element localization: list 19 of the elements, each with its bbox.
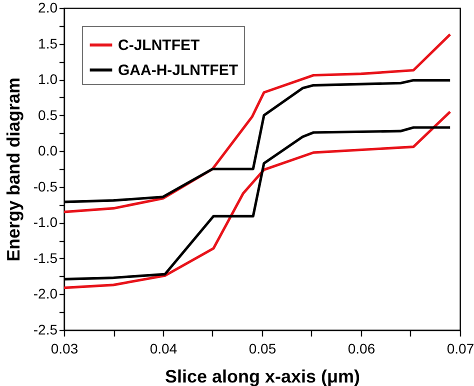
y-tick-label: 2.0 — [38, 0, 58, 16]
x-tick-label: 0.04 — [150, 340, 178, 356]
legend-label: C-JLNTFET — [118, 37, 200, 54]
y-tick-label: 1.0 — [38, 71, 58, 88]
y-axis-title: Energy band diagram — [3, 77, 24, 262]
y-tick-label: -2.0 — [33, 286, 58, 302]
y-tick-label: 0.5 — [38, 106, 58, 123]
x-tick-label: 0.07 — [446, 340, 474, 356]
y-tick-label: -1.0 — [33, 214, 58, 230]
y-tick-label: 1.5 — [38, 35, 58, 52]
x-tick-label: 0.06 — [348, 340, 376, 356]
y-tick-label: -1.5 — [33, 250, 58, 266]
x-tick-label: 0.03 — [50, 340, 78, 356]
legend-label: GAA-H-JLNTFET — [118, 62, 238, 79]
y-tick-label: 0.0 — [38, 142, 58, 159]
x-axis-title: Slice along x-axis (μm) — [164, 366, 360, 386]
y-tick-label: -0.5 — [33, 178, 58, 194]
x-tick-label: 0.05 — [248, 340, 276, 356]
y-tick-label: -2.5 — [33, 322, 58, 338]
